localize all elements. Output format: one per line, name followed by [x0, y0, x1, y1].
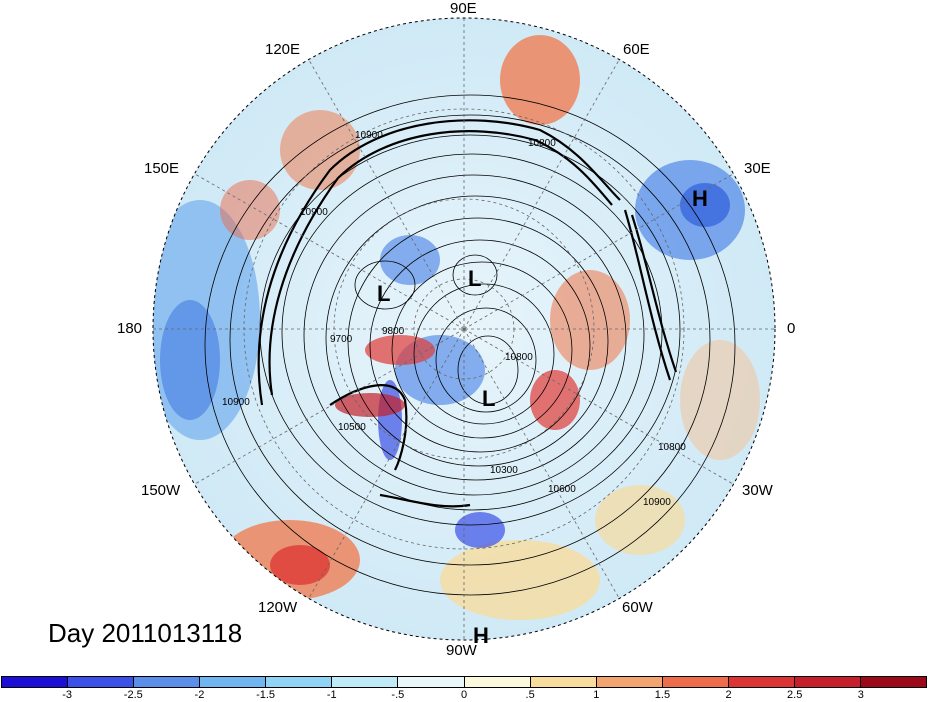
anomaly-blob — [220, 180, 280, 240]
colorbar-tick-label: -.5 — [391, 689, 405, 701]
colorbar-tick-label: 0 — [460, 689, 468, 701]
longitude-label-30w: 30W — [742, 482, 773, 499]
longitude-label-60w: 60W — [622, 599, 653, 616]
colorbar-cell — [398, 677, 465, 687]
anomaly-blob — [160, 300, 220, 420]
pressure-centers: H L L L H — [377, 186, 708, 648]
jet-contours — [257, 119, 678, 508]
anomaly-blob — [455, 512, 505, 548]
colorbar-cell — [200, 677, 267, 687]
anomaly-blob — [335, 393, 405, 417]
colorbar-tick-label: 1 — [593, 689, 600, 701]
map-fill — [153, 18, 775, 640]
colorbar-tick-label: -2.5 — [123, 689, 143, 701]
longitude-label-150e: 150E — [144, 160, 180, 177]
colorbar-tick-label: -2 — [194, 689, 205, 701]
colorbar-cell — [530, 677, 597, 687]
colorbar-tick-label: -1 — [326, 689, 337, 701]
colorbar-cell — [332, 677, 399, 687]
contour-label: 10300 — [490, 465, 518, 476]
high-pressure-marker: H — [473, 623, 489, 648]
anomaly-blob — [380, 235, 440, 285]
low-pressure-marker: L — [468, 266, 481, 291]
graticule — [153, 18, 775, 640]
anomaly-blob — [270, 545, 330, 585]
longitude-label-30e: 30E — [744, 160, 771, 177]
colorbar-tick-label: 2.5 — [787, 689, 803, 701]
colorbar-cell — [2, 677, 69, 687]
contour-label: 10800 — [528, 138, 556, 149]
date-title: Day 2011013118 — [48, 618, 243, 648]
contour-label: 10900 — [643, 497, 671, 508]
longitude-label-90e: 90E — [450, 0, 477, 17]
map-boundary — [152, 17, 776, 641]
colorbar — [1, 676, 927, 688]
colorbar-cell — [68, 677, 135, 687]
anomaly-blob — [595, 485, 685, 555]
longitude-label-120e: 120E — [265, 41, 301, 58]
colorbar-tick-label: -1.5 — [256, 689, 276, 701]
colorbar-tick-label: 2 — [725, 689, 732, 701]
contour-label: 10800 — [505, 352, 533, 363]
anomaly-blob — [365, 335, 435, 365]
anomaly-blob — [550, 270, 630, 370]
high-pressure-marker: H — [692, 186, 708, 211]
low-pressure-marker: L — [482, 386, 495, 411]
anomaly-blob — [680, 340, 760, 460]
colorbar-cell — [266, 677, 333, 687]
colorbar-cell — [662, 677, 729, 687]
contour-label: 10900 — [355, 130, 383, 141]
anomaly-blob — [500, 35, 580, 125]
longitude-label-180: 180 — [117, 320, 143, 337]
colorbar-cell — [728, 677, 795, 687]
contour-label: 10900 — [222, 397, 250, 408]
contour-label: 9800 — [382, 326, 405, 337]
low-pressure-marker: L — [377, 281, 390, 306]
colorbar-cell — [464, 677, 531, 687]
anomaly-blob — [680, 183, 730, 227]
contour-labels: 10900 10800 10600 10500 10300 9800 9700 … — [222, 130, 686, 508]
colorbar-tick-label: 3 — [857, 689, 864, 701]
colorbar-cell — [134, 677, 201, 687]
contour-label: 10600 — [548, 484, 576, 495]
colorbar-tick-label: -3 — [62, 689, 73, 701]
contour-label: 10800 — [658, 442, 686, 453]
colorbar-tick-label: .5 — [525, 689, 535, 701]
anomaly-blob — [280, 110, 360, 190]
colorbar-cell — [596, 677, 663, 687]
anomaly-blob — [440, 540, 600, 620]
contour-label: 9700 — [330, 334, 353, 345]
contour-label: 10500 — [338, 422, 366, 433]
longitude-label-120w: 120W — [258, 599, 298, 616]
anomaly-blob — [530, 370, 580, 430]
colorbar-tick-label: 1.5 — [654, 689, 671, 701]
longitude-label-60e: 60E — [623, 41, 650, 58]
colorbar-cell — [861, 677, 927, 687]
colorbar-cell — [794, 677, 862, 687]
longitude-label-0: 0 — [787, 320, 796, 337]
longitude-label-150w: 150W — [141, 482, 181, 499]
contour-label: 10900 — [300, 207, 328, 218]
longitude-label-90w: 90W — [446, 642, 477, 659]
